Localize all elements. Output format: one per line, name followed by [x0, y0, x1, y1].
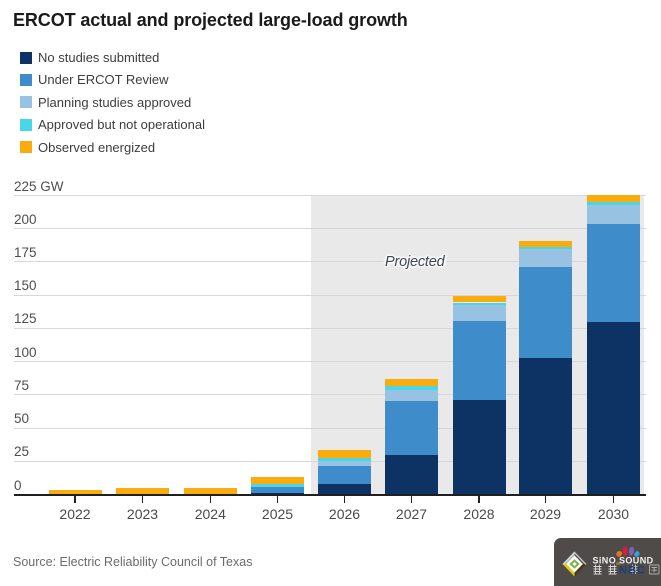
svg-text:NBC: NBC: [619, 564, 646, 575]
